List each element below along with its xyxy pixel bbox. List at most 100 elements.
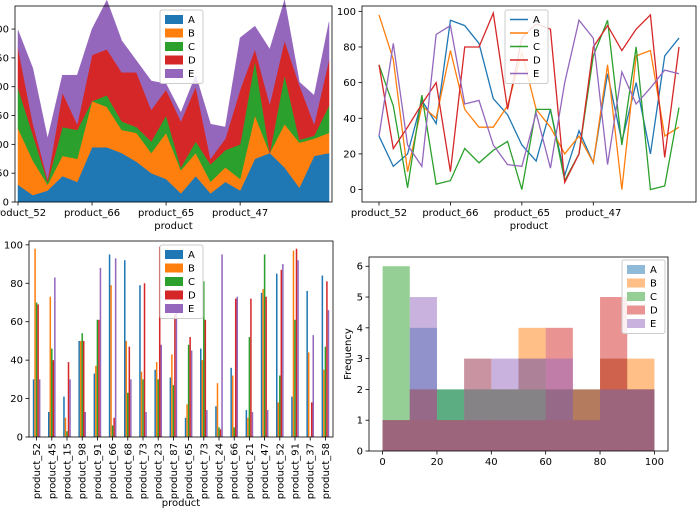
x-axis-label: product xyxy=(162,498,201,509)
x-axis-label: product xyxy=(510,221,549,232)
legend-swatch xyxy=(165,28,183,38)
bar-E xyxy=(266,410,269,437)
x-tick-label: 100 xyxy=(645,457,664,468)
bar-E xyxy=(99,267,102,437)
y-tick-label: 0 xyxy=(3,198,9,209)
y-tick-label: 50 xyxy=(0,169,9,180)
legend-label: B xyxy=(188,264,195,275)
x-tick-label: product_52 xyxy=(351,208,407,219)
legend-label: D xyxy=(533,56,541,67)
bar-C xyxy=(203,281,205,437)
bar-D xyxy=(219,429,222,437)
legend-swatch xyxy=(165,15,183,24)
x-tick-label: product_47 xyxy=(260,443,271,499)
x-tick-label: product_47 xyxy=(212,208,268,219)
bar-D xyxy=(265,296,267,437)
x-axis-label: product xyxy=(154,221,193,232)
hist-bar-E xyxy=(464,358,492,451)
legend-label: C xyxy=(533,42,540,53)
bar-B xyxy=(34,248,36,437)
bar-D xyxy=(143,283,146,437)
area-series-E xyxy=(17,0,330,180)
x-tick-label: product_98 xyxy=(78,443,89,499)
y-tick-label: 100 xyxy=(0,140,9,151)
bar-C xyxy=(279,375,281,437)
bar-B xyxy=(277,402,280,437)
plot-frame xyxy=(368,256,669,452)
bar-C xyxy=(294,319,296,437)
line-series-E xyxy=(378,18,680,169)
legend-swatch xyxy=(165,69,183,78)
y-tick-label: 20 xyxy=(10,394,23,405)
bar-E xyxy=(130,379,132,437)
bar-B xyxy=(292,250,295,437)
y-tick-label: 300 xyxy=(0,25,9,36)
legend-label: D xyxy=(188,56,196,67)
bar-D xyxy=(189,337,191,437)
legend-swatch xyxy=(627,292,645,301)
x-tick-label: product_52 xyxy=(0,208,46,219)
bar-D xyxy=(204,319,207,437)
y-tick-label: 60 xyxy=(10,317,23,328)
bar-A xyxy=(93,373,96,437)
bar-B xyxy=(231,375,234,437)
bar-C xyxy=(81,333,83,437)
x-tick-label: product_73 xyxy=(199,443,210,499)
bar-B xyxy=(262,289,264,437)
x-tick-label: product_66 xyxy=(422,208,478,219)
bar-D xyxy=(67,362,70,437)
hist-bar-E xyxy=(491,358,519,451)
x-tick-label: product_37 xyxy=(306,443,317,499)
legend-label: B xyxy=(650,279,657,290)
legend-label: C xyxy=(188,277,195,288)
legend-label: E xyxy=(188,304,194,315)
bar-C xyxy=(187,344,190,437)
area-chart-panel: 050100150200250300product_52product_66pr… xyxy=(0,0,333,232)
y-tick-label: 200 xyxy=(0,82,9,93)
bar-chart-panel: 0 20 40 60 80 100 product_52 product_45 product_… xyxy=(4,240,334,509)
bar-E xyxy=(236,296,238,437)
x-tick-label: product_91 xyxy=(93,443,104,499)
bar-A xyxy=(200,348,202,437)
legend-swatch xyxy=(165,277,183,286)
y-tick-label: 60 xyxy=(343,78,356,89)
legend-swatch xyxy=(165,290,183,300)
y-tick-label: 20 xyxy=(343,149,356,160)
bar-A xyxy=(108,254,111,437)
bar-C xyxy=(248,337,251,437)
bar-C xyxy=(142,379,144,437)
x-tick-label: product_87 xyxy=(169,443,180,499)
x-tick-label: 40 xyxy=(485,457,498,468)
legend-label: E xyxy=(188,69,194,80)
bar-D xyxy=(113,417,115,437)
legend-swatch xyxy=(165,304,183,313)
bar-B xyxy=(201,360,204,437)
bar-C xyxy=(111,425,114,437)
bar-C xyxy=(233,427,235,437)
bar-A xyxy=(321,275,324,437)
hist-bar-E xyxy=(600,389,628,451)
x-tick-label: product_23 xyxy=(154,443,165,499)
legend-swatch xyxy=(627,305,645,315)
x-tick-label: 0 xyxy=(379,457,385,468)
y-tick-label: 1 xyxy=(357,416,363,427)
bar-D xyxy=(295,248,298,437)
x-tick-label: product_52 xyxy=(32,443,43,499)
hist-bar-E xyxy=(436,420,465,451)
y-tick-label: 3 xyxy=(357,354,363,365)
bar-C xyxy=(157,379,159,437)
y-tick-label: 0 xyxy=(350,185,356,196)
bar-C xyxy=(127,392,129,437)
bar-D xyxy=(158,246,161,437)
hist-bar-E xyxy=(409,297,437,451)
legend-swatch xyxy=(165,250,183,259)
bar-D xyxy=(326,281,328,437)
y-tick-label: 250 xyxy=(0,53,9,64)
y-tick-label: 6 xyxy=(357,262,363,273)
hist-bar-E xyxy=(572,420,601,451)
y-tick-label: 100 xyxy=(337,7,356,18)
y-tick-label: 0 xyxy=(357,447,363,458)
y-tick-label: 150 xyxy=(0,111,9,122)
y-tick-label: 0 xyxy=(17,433,23,444)
bar-D xyxy=(310,402,313,437)
